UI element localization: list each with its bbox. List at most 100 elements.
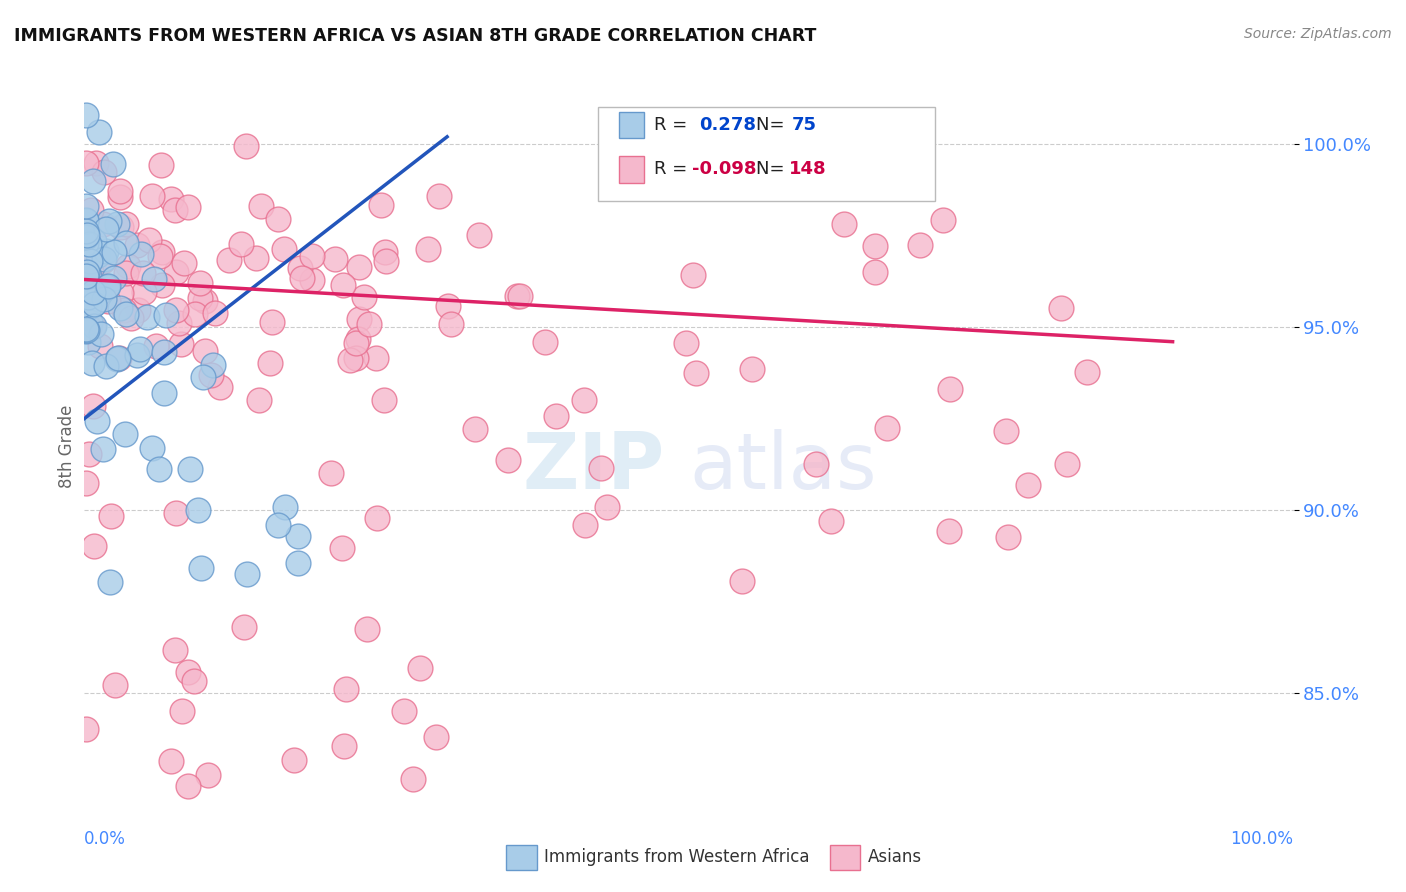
Point bbox=[75, 280, 97, 294]
Point bbox=[80, 275, 103, 289]
Point bbox=[82, 174, 104, 188]
Point bbox=[93, 217, 115, 231]
Point bbox=[366, 511, 388, 525]
Point bbox=[77, 321, 100, 335]
Point bbox=[77, 301, 100, 315]
Point bbox=[323, 252, 346, 266]
Point bbox=[995, 425, 1018, 439]
Point bbox=[245, 251, 267, 265]
Point bbox=[287, 529, 309, 543]
Point bbox=[290, 261, 312, 276]
Point bbox=[89, 292, 111, 306]
Point bbox=[409, 661, 432, 675]
Point bbox=[273, 500, 295, 514]
Point bbox=[373, 393, 395, 408]
Point bbox=[83, 235, 105, 249]
Point bbox=[77, 447, 100, 461]
Point bbox=[153, 386, 176, 401]
Point bbox=[110, 285, 132, 300]
Point bbox=[75, 199, 97, 213]
Point bbox=[333, 739, 356, 754]
Point bbox=[347, 312, 370, 326]
Point bbox=[170, 705, 193, 719]
Point bbox=[75, 323, 97, 337]
Point bbox=[125, 238, 148, 252]
Text: R =: R = bbox=[654, 161, 693, 178]
Point bbox=[574, 518, 596, 533]
Point bbox=[75, 224, 97, 238]
Text: 100.0%: 100.0% bbox=[1230, 830, 1294, 847]
Point bbox=[79, 237, 101, 252]
Point bbox=[938, 524, 960, 539]
Point bbox=[101, 157, 124, 171]
Point bbox=[107, 351, 129, 365]
Point bbox=[832, 218, 855, 232]
Point bbox=[194, 293, 217, 308]
Point bbox=[142, 272, 165, 286]
Point bbox=[83, 264, 105, 278]
Point bbox=[464, 422, 486, 436]
Point bbox=[80, 203, 103, 218]
Point bbox=[75, 230, 97, 244]
Point bbox=[202, 359, 225, 373]
Point bbox=[291, 271, 314, 285]
Point bbox=[675, 335, 697, 350]
Point bbox=[114, 266, 136, 280]
Point bbox=[188, 292, 211, 306]
Point bbox=[90, 326, 112, 341]
Point bbox=[150, 277, 173, 292]
Point bbox=[190, 561, 212, 575]
Point bbox=[356, 622, 378, 636]
Point bbox=[86, 414, 108, 428]
Point bbox=[165, 202, 187, 217]
Point bbox=[103, 270, 125, 285]
Point bbox=[108, 301, 131, 315]
Point bbox=[82, 399, 104, 413]
Point bbox=[183, 673, 205, 688]
Point bbox=[76, 228, 98, 243]
Point bbox=[589, 461, 612, 475]
Point bbox=[75, 155, 97, 169]
Point bbox=[105, 217, 128, 231]
Point bbox=[506, 289, 529, 303]
Point bbox=[685, 366, 707, 380]
Text: Source: ZipAtlas.com: Source: ZipAtlas.com bbox=[1244, 27, 1392, 41]
Point bbox=[115, 217, 138, 231]
Point bbox=[110, 219, 132, 234]
Text: R =: R = bbox=[654, 116, 693, 134]
Point bbox=[544, 409, 567, 423]
Point bbox=[77, 254, 100, 268]
Point bbox=[159, 192, 181, 206]
Point bbox=[193, 370, 215, 384]
Point bbox=[76, 323, 98, 337]
Point bbox=[153, 345, 176, 359]
Point bbox=[79, 315, 101, 329]
Point bbox=[94, 244, 117, 258]
Point bbox=[200, 368, 222, 383]
Point bbox=[392, 704, 415, 718]
Point bbox=[75, 722, 97, 736]
Point bbox=[908, 238, 931, 252]
Point bbox=[94, 221, 117, 235]
Point bbox=[204, 306, 226, 320]
Point bbox=[353, 290, 375, 304]
Point bbox=[75, 269, 97, 284]
Point bbox=[876, 421, 898, 435]
Point bbox=[176, 200, 198, 214]
Text: atlas: atlas bbox=[689, 429, 876, 506]
Point bbox=[247, 392, 270, 407]
Point bbox=[197, 768, 219, 782]
Point bbox=[114, 307, 136, 321]
Point bbox=[112, 303, 135, 318]
Point bbox=[117, 259, 139, 273]
Point bbox=[236, 567, 259, 582]
Point bbox=[75, 108, 97, 122]
Point bbox=[187, 503, 209, 517]
Point bbox=[287, 556, 309, 570]
Point bbox=[79, 254, 101, 268]
Point bbox=[96, 280, 118, 294]
Point bbox=[127, 302, 149, 317]
Point bbox=[595, 500, 617, 514]
Point bbox=[468, 227, 491, 242]
Point bbox=[98, 214, 121, 228]
